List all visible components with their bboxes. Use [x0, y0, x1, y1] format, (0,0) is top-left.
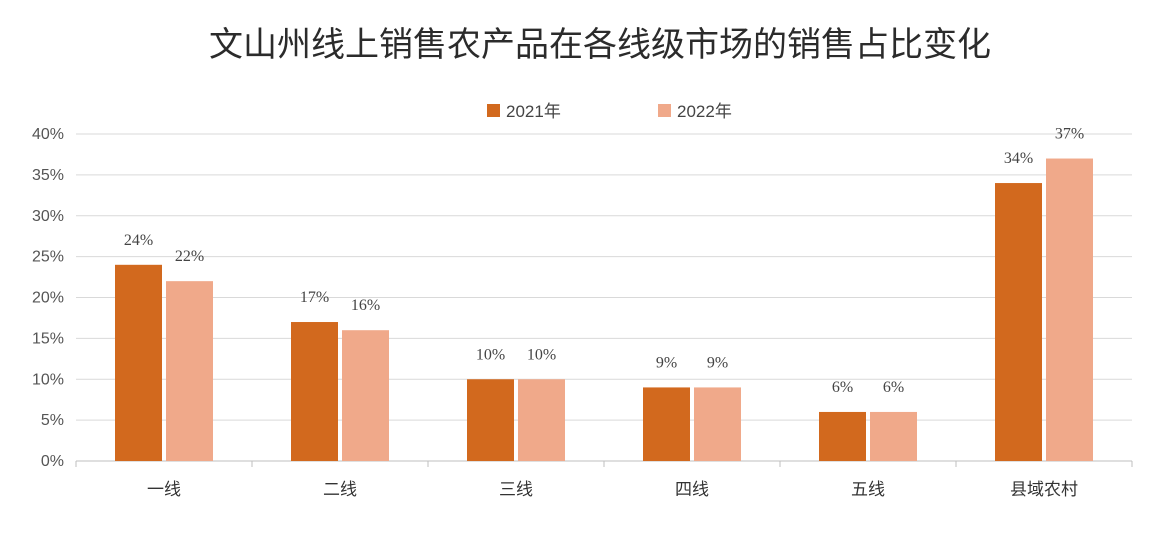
bar [166, 281, 213, 461]
data-labels: 24% 17% 10% 9% 6% 34% 22% 16% 10% 9% 6% 37% [124, 126, 1084, 396]
legend-swatch [658, 104, 671, 117]
bar [467, 379, 514, 461]
data-label: 6% [832, 379, 853, 396]
y-tick-label: 40% [32, 126, 64, 143]
data-label: 9% [656, 354, 677, 371]
data-label: 24% [124, 232, 153, 249]
x-tick-label: 四线 [675, 480, 709, 500]
y-tick-label: 25% [32, 249, 64, 266]
legend-label: 2022年 [677, 102, 732, 121]
bar [518, 379, 565, 461]
x-tick-label: 五线 [851, 480, 885, 500]
data-label: 10% [527, 346, 556, 363]
y-tick-label: 15% [32, 330, 64, 347]
data-label: 17% [300, 289, 329, 306]
x-axis: 一线 二线 三线 四线 五线 县域农村 [75, 461, 1133, 500]
data-label: 16% [351, 297, 380, 314]
x-tick-label: 县域农村 [1010, 480, 1078, 500]
y-axis: 0% 5% 10% 15% 20% 25% 30% 35% 40% [32, 126, 64, 470]
x-tick-label: 二线 [323, 480, 357, 500]
data-label: 9% [707, 354, 728, 371]
chart-title: 文山州线上销售农产品在各线级市场的销售占比变化 [209, 25, 991, 65]
y-tick-label: 10% [32, 371, 64, 388]
y-tick-label: 0% [41, 453, 64, 470]
data-label: 10% [476, 346, 505, 363]
bar [643, 387, 690, 461]
bar [870, 411, 917, 461]
data-label: 6% [883, 379, 904, 396]
bar [115, 264, 162, 461]
bar [342, 330, 389, 461]
bar [694, 387, 741, 461]
bar [1046, 158, 1093, 461]
bar [995, 183, 1042, 462]
data-label: 22% [175, 248, 204, 265]
legend-label: 2021年 [506, 102, 561, 121]
x-tick-label: 一线 [147, 480, 181, 500]
bar [819, 411, 866, 461]
bars [115, 158, 1093, 462]
y-tick-label: 20% [32, 290, 64, 307]
data-label: 34% [1004, 150, 1033, 167]
data-label: 37% [1055, 126, 1084, 143]
y-tick-label: 35% [32, 167, 64, 184]
y-tick-label: 30% [32, 208, 64, 225]
legend-swatch [487, 104, 500, 117]
bar [291, 322, 338, 461]
legend: 2021年 2022年 [487, 102, 732, 121]
gridlines [76, 133, 1132, 462]
x-tick-label: 三线 [499, 480, 533, 500]
y-tick-label: 5% [41, 412, 64, 429]
